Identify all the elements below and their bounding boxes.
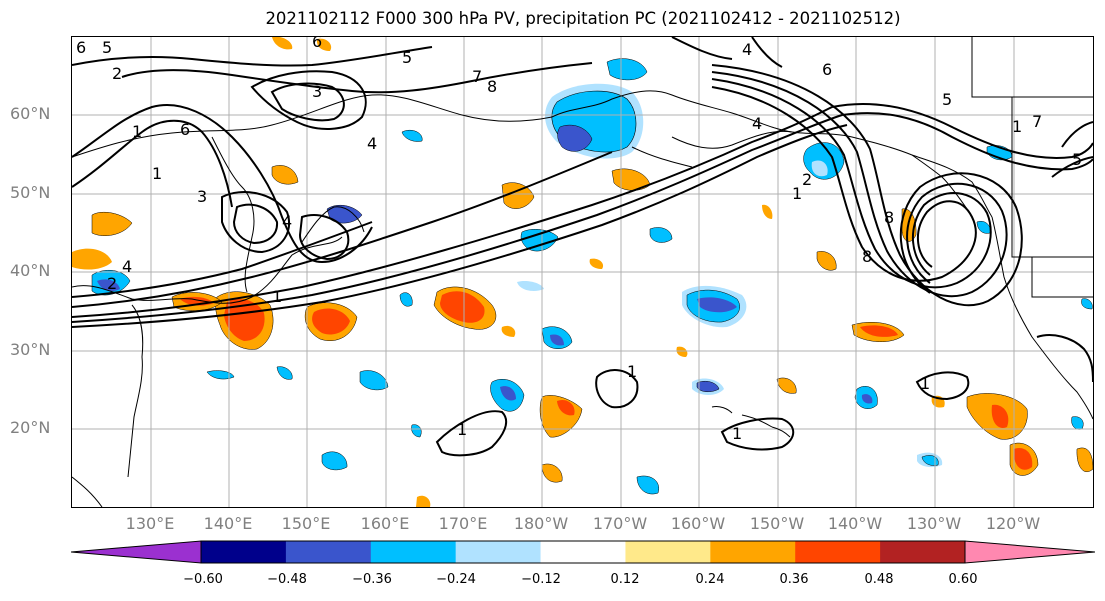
contour-label: 5 <box>1072 150 1082 169</box>
map-panel: 5 2 5 3 6 1 8 6 6 4 1 3 4 7 1 4 2 1 5 4 <box>71 36 1094 508</box>
precip-positive-shading <box>72 37 1093 507</box>
colorbar-swatch <box>880 541 966 563</box>
contour-label: 1 <box>457 420 467 439</box>
longitude-label-180w: 180°W <box>513 514 569 533</box>
contour-label: 4 <box>752 114 762 133</box>
longitude-label-160w: 160°W <box>670 514 726 533</box>
coastlines <box>72 37 1093 507</box>
colorbar-swatch <box>455 541 542 563</box>
colorbar-outline <box>200 540 966 564</box>
pv-contours <box>72 37 1093 457</box>
colorbar-tick-label: 0.24 <box>695 572 725 587</box>
contour-label: 7 <box>1032 112 1042 131</box>
colorbar-swatch <box>795 541 881 563</box>
contour-label: 1 <box>132 122 142 141</box>
colorbar-tick-label: −0.24 <box>436 572 476 587</box>
colorbar-swatch <box>201 541 287 563</box>
contour-label: 6 <box>822 60 832 79</box>
longitude-label-160e: 160°E <box>360 514 410 533</box>
contour-label: 4 <box>282 212 292 231</box>
map-title: 2021102112 F000 300 hPa PV, precipitatio… <box>265 9 901 28</box>
contour-labels: 5 2 5 3 6 1 8 6 6 4 1 3 4 7 1 4 2 1 5 4 <box>76 37 1082 443</box>
contour-label: 1 <box>732 424 742 443</box>
contour-label: 3 <box>197 187 207 206</box>
longitude-label-140e: 140°E <box>203 514 253 533</box>
contour-label: 5 <box>942 90 952 109</box>
contour-label: 5 <box>102 38 112 57</box>
colorbar-tick-label: −0.12 <box>521 572 561 587</box>
latitude-label-20n: 20°N <box>10 418 51 437</box>
contour-label: 4 <box>122 257 132 276</box>
colorbar-tick-label: 0.48 <box>864 572 894 587</box>
colorbar-swatch <box>710 541 796 563</box>
colorbar-tick-label: 0.36 <box>779 572 809 587</box>
colorbar-extend-low <box>71 540 202 564</box>
latitude-label-40n: 40°N <box>10 261 51 280</box>
contour-label: 3 <box>312 82 322 101</box>
colorbar <box>71 540 1095 564</box>
contour-label: 6 <box>312 37 322 51</box>
longitude-label-170e: 170°E <box>438 514 488 533</box>
longitude-label-130w: 130°W <box>906 514 962 533</box>
contour-label: 6 <box>76 38 86 57</box>
latitude-label-30n: 30°N <box>10 340 51 359</box>
contour-label: 4 <box>367 134 377 153</box>
latitude-label-60n: 60°N <box>10 104 51 123</box>
colorbar-swatch <box>540 541 626 563</box>
contour-label: 2 <box>802 170 812 189</box>
graticule <box>72 37 1093 507</box>
colorbar-extend-high <box>964 540 1095 564</box>
colorbar-tick-label: 0.12 <box>610 572 640 587</box>
contour-label: 1 <box>272 287 282 306</box>
map-canvas: 5 2 5 3 6 1 8 6 6 4 1 3 4 7 1 4 2 1 5 4 <box>72 37 1093 507</box>
contour-label: 1 <box>920 374 930 393</box>
latitude-label-50n: 50°N <box>10 183 51 202</box>
contour-label: 8 <box>862 247 872 266</box>
contour-label: 8 <box>884 208 894 227</box>
colorbar-swatch <box>625 541 711 563</box>
contour-label: 1 <box>627 362 637 381</box>
contour-label: 7 <box>472 67 482 86</box>
colorbar-swatch <box>285 541 372 563</box>
contour-label: 6 <box>180 120 190 139</box>
longitude-label-120w: 120°W <box>985 514 1041 533</box>
longitude-label-150e: 150°E <box>281 514 331 533</box>
colorbar-swatch <box>370 541 457 563</box>
contour-label: 8 <box>487 77 497 96</box>
colorbar-tick-label: −0.36 <box>352 572 392 587</box>
contour-label: 4 <box>742 40 752 59</box>
precip-negative-shading <box>91 58 1093 495</box>
contour-label: 1 <box>152 164 162 183</box>
contour-label: 2 <box>112 64 122 83</box>
colorbar-tick-label: −0.48 <box>267 572 307 587</box>
longitude-label-170w: 170°W <box>592 514 648 533</box>
longitude-label-130e: 130°E <box>125 514 175 533</box>
colorbar-tick-label: 0.60 <box>948 572 978 587</box>
contour-label: 2 <box>107 274 117 293</box>
colorbar-tick-label: −0.60 <box>183 572 223 587</box>
colorbar-swatches <box>71 540 1095 564</box>
longitude-label-150w: 150°W <box>749 514 805 533</box>
contour-label: 5 <box>402 48 412 67</box>
contour-label: 1 <box>792 184 802 203</box>
contour-label: 1 <box>1012 117 1022 136</box>
longitude-label-140w: 140°W <box>827 514 883 533</box>
